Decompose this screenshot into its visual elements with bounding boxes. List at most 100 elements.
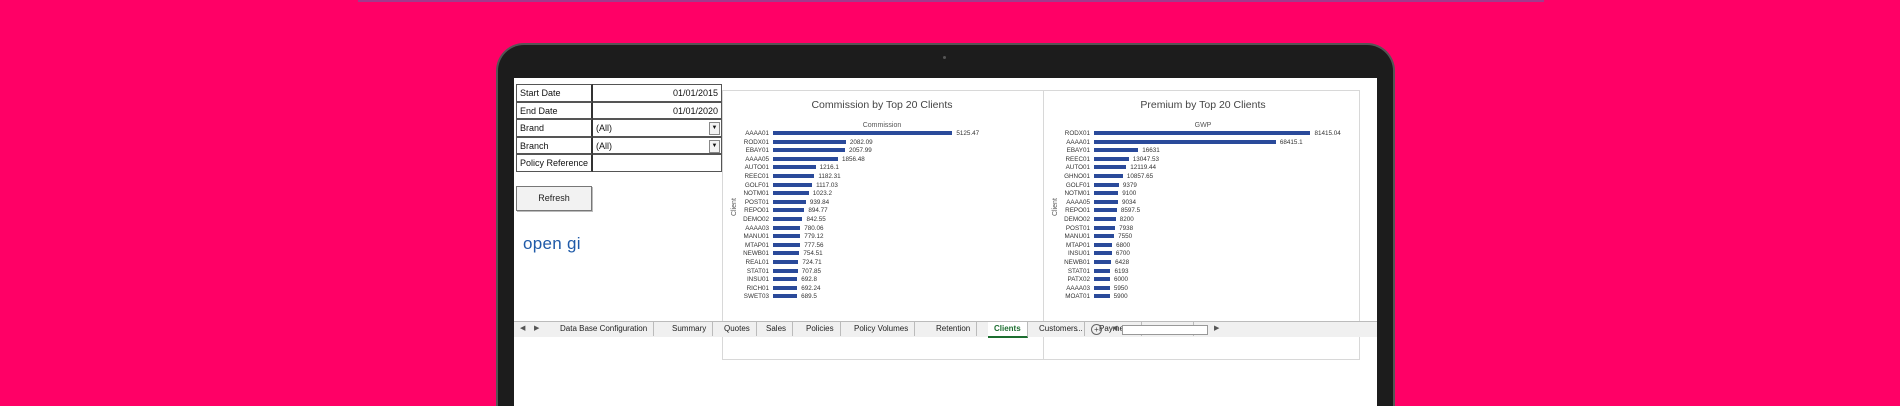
camera-icon	[943, 56, 946, 59]
data-label: 8200	[1119, 216, 1134, 223]
tab-sales[interactable]: Sales	[760, 322, 794, 336]
branch-select[interactable]: (All) ▼	[593, 136, 722, 154]
brand-select[interactable]: (All) ▼	[593, 119, 722, 137]
bar	[773, 225, 801, 230]
category-label: STAT01	[746, 267, 769, 275]
category-label: RICH01	[746, 284, 769, 292]
commission-chart: Commission by Top 20 Clients Commission …	[723, 91, 1041, 359]
bar	[773, 156, 838, 161]
bar-row: AAAA01 68415.1	[1044, 138, 1362, 147]
bar	[773, 294, 798, 299]
filter-form: Start Date 01/01/2015 End Date 01/01/202…	[516, 84, 722, 172]
category-label: NOTM01	[1064, 190, 1090, 198]
data-label: 2057.99	[849, 147, 872, 155]
bar-row: STAT01 6193	[1044, 267, 1362, 276]
category-label: PATX02	[1067, 276, 1090, 284]
category-label: DEMO02	[1064, 216, 1090, 223]
data-label: 842.55	[806, 216, 826, 223]
data-label: 68415.1	[1279, 138, 1303, 146]
data-label: 7938	[1119, 224, 1134, 232]
category-label: REEC01	[744, 173, 770, 180]
bar	[1094, 148, 1139, 153]
tab-retention[interactable]: Retention	[930, 322, 978, 336]
chevron-right-icon[interactable]: ▶	[534, 325, 540, 332]
bar-row: MTAP01 6800	[1044, 241, 1362, 250]
data-label: 1117.03	[816, 181, 838, 189]
bar-row: MTAP01 777.56	[723, 241, 1041, 250]
bar	[1094, 234, 1115, 239]
data-label: 6800	[1116, 241, 1131, 249]
bar	[1094, 131, 1311, 135]
chevron-down-icon[interactable]: ▼	[709, 139, 720, 153]
bar	[773, 131, 953, 135]
bar	[773, 139, 846, 144]
refresh-button[interactable]: Refresh	[516, 186, 592, 211]
top-line	[358, 0, 1544, 2]
bar	[1094, 268, 1111, 273]
category-label: AAAA03	[1066, 284, 1090, 292]
data-label: 5900	[1113, 293, 1128, 301]
category-label: NOTM01	[743, 190, 769, 198]
bar-row: NEWB01 6428	[1044, 258, 1362, 267]
bar	[1094, 199, 1119, 204]
data-label: 6193	[1114, 267, 1129, 275]
chart-divider	[1043, 91, 1044, 359]
tab-policy-volumes[interactable]: Policy Volumes	[848, 322, 916, 336]
bar-row: NEWB01 754.51	[723, 249, 1041, 258]
tab-clients[interactable]: Clients	[988, 322, 1028, 338]
data-label: 779.12	[804, 233, 824, 241]
bar-row: REEC01 1182.31	[723, 172, 1041, 181]
horizontal-scrollbar[interactable]	[1122, 325, 1208, 335]
chevron-left-icon[interactable]: ◀	[520, 325, 526, 332]
category-label: AAAA05	[745, 155, 769, 163]
bar-row: STAT01 707.85	[723, 267, 1041, 276]
tab-data-base-configuration[interactable]: Data Base Configuration	[554, 322, 655, 336]
bar-row: AAAA01 5125.47	[723, 129, 1041, 138]
bar-row: MANU01 7550	[1044, 232, 1362, 241]
series-label: GWP	[1194, 122, 1212, 129]
bar	[1094, 208, 1117, 213]
category-label: POST01	[744, 198, 769, 206]
premium-bars: RODX01 81415.04 AAAA01 68415.1 EBAY01 16631 RE…	[1044, 129, 1362, 351]
category-label: AAAA01	[745, 130, 769, 137]
spreadsheet-screen: Start Date 01/01/2015 End Date 01/01/202…	[514, 78, 1377, 406]
tab-customers[interactable]: Customers	[1033, 322, 1085, 336]
plus-circle-icon[interactable]: +	[1091, 324, 1102, 335]
category-label: REEC01	[1065, 155, 1091, 163]
data-label: 1023.2	[812, 190, 833, 198]
bar-row: MOAT01 5900	[1044, 292, 1362, 301]
bar	[1094, 277, 1110, 282]
bar-row: AUTO01 12119.44	[1044, 163, 1362, 172]
commission-bars: AAAA01 5125.47 RODX01 2082.09 EBAY01 2057.99 A…	[723, 129, 1041, 351]
scroll-right-icon[interactable]: ▶	[1214, 325, 1220, 332]
bar-row: AAAA05 1856.48	[723, 155, 1041, 164]
bar	[1094, 182, 1119, 187]
tab-summary[interactable]: Summary	[666, 322, 714, 336]
bar-row: AUTO01 1216.1	[723, 163, 1041, 172]
tab-policies[interactable]: Policies	[800, 322, 841, 336]
category-label: RODX01	[743, 138, 769, 146]
data-label: 16631	[1142, 147, 1160, 155]
category-label: MTAP01	[1065, 241, 1090, 249]
tab-quotes[interactable]: Quotes	[718, 322, 757, 336]
data-label: 9100	[1122, 190, 1137, 198]
start-date-field[interactable]: 01/01/2015	[593, 84, 722, 102]
data-label: 9034	[1122, 198, 1137, 206]
category-label: GHNO01	[1064, 173, 1090, 180]
category-label: RODX01	[1064, 130, 1090, 137]
category-label: INSU01	[1067, 250, 1090, 258]
chart-title: Premium by Top 20 Clients	[1140, 99, 1266, 111]
data-label: 1856.48	[841, 155, 865, 163]
scroll-left-icon[interactable]: ◀	[1112, 325, 1118, 332]
bar-row: REPO01 8597.5	[1044, 206, 1362, 215]
bar-row: REEC01 13047.53	[1044, 155, 1362, 164]
policy-reference-field[interactable]	[593, 154, 722, 172]
bar	[1094, 285, 1110, 290]
end-date-field[interactable]: 01/01/2020	[593, 101, 722, 119]
more-tabs[interactable]: ...	[1076, 324, 1083, 333]
category-label: AUTO01	[1065, 164, 1090, 172]
data-label: 81415.04	[1314, 130, 1341, 137]
chevron-down-icon[interactable]: ▼	[709, 122, 720, 135]
bar	[1094, 251, 1112, 256]
category-label: AAAA03	[745, 224, 769, 232]
